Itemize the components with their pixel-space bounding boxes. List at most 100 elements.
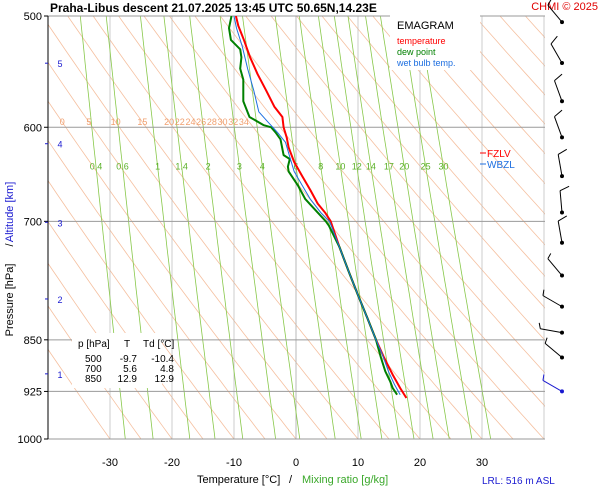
pressure-tick-label: 1000 xyxy=(18,434,42,446)
adiabat-label: 24 xyxy=(185,117,195,127)
wind-barb xyxy=(559,185,570,215)
legend-wet-bulb: wet bulb temp. xyxy=(396,58,456,68)
adiabat-label: 15 xyxy=(137,117,147,127)
y-axis-label-pressure: Pressure [hPa] xyxy=(4,264,16,337)
wind-barb-feather xyxy=(542,374,545,381)
wind-barb-staff xyxy=(547,4,563,23)
temperature-tick-label: 20 xyxy=(414,457,426,469)
pressure-tick-label: 850 xyxy=(24,335,42,347)
wind-barb-staff xyxy=(540,328,563,334)
legend-dew-point: dew point xyxy=(397,47,436,57)
wind-barb xyxy=(554,109,564,140)
copyright: CHMI © 2025 xyxy=(531,1,598,13)
wind-barb-feather xyxy=(542,289,545,296)
mixing-ratio-line xyxy=(333,16,400,439)
wind-barb-staff xyxy=(550,43,563,64)
legend: EMAGRAM temperature dew point wet bulb t… xyxy=(390,15,480,70)
pressure-tick-label: 600 xyxy=(24,122,42,134)
temperature-tick-label: -20 xyxy=(164,457,180,469)
wind-barb xyxy=(554,73,564,104)
mixing-ratio-lines xyxy=(79,16,492,439)
mixing-ratio-line xyxy=(163,16,216,439)
adiabat-label: 30 xyxy=(218,117,228,127)
adiabat-label: 0 xyxy=(60,117,65,127)
wind-barb xyxy=(557,215,568,245)
dry-adiabat xyxy=(296,16,545,309)
table-cell: 700 xyxy=(85,364,102,375)
wind-barb xyxy=(538,322,564,335)
temperature-tick-label: -10 xyxy=(226,457,242,469)
dry-adiabat xyxy=(397,16,545,185)
values-table: p [hPa] T Td [°C] 500 -9.7 -10.4 700 5.6… xyxy=(72,333,174,388)
wind-barb xyxy=(547,253,564,278)
table-header-td: Td [°C] xyxy=(143,339,174,350)
mixing-ratio-line xyxy=(400,16,473,439)
wind-barbs xyxy=(538,0,570,394)
legend-title: EMAGRAM xyxy=(397,20,454,32)
dry-adiabat xyxy=(448,16,545,125)
mixing-ratio-label: 0.6 xyxy=(116,162,129,172)
dry-adiabat xyxy=(169,16,514,439)
mixing-ratio-label: 25 xyxy=(421,162,431,172)
mixing-ratio-line xyxy=(298,16,362,439)
table-cell: 12.9 xyxy=(118,374,138,385)
wind-barb-staff xyxy=(557,154,563,177)
dry-adiabat xyxy=(194,16,545,439)
wind-barb-staff xyxy=(559,190,563,213)
wind-barb-feather xyxy=(554,109,563,118)
mixing-ratio-line xyxy=(318,16,383,439)
dry-adiabat xyxy=(92,16,421,439)
wind-barb-staff xyxy=(557,220,563,243)
wind-barb-feather xyxy=(544,337,548,344)
wind-barb-feather xyxy=(554,73,563,81)
mixing-ratio-label: 4 xyxy=(260,162,265,172)
adiabat-label: 10 xyxy=(111,117,121,127)
mixing-ratio-label: 0.4 xyxy=(90,162,103,172)
temperature-tick-label: 30 xyxy=(476,457,488,469)
wind-barb xyxy=(557,148,568,179)
wind-barb xyxy=(542,289,564,309)
mixing-ratio-line xyxy=(219,16,276,439)
mixing-ratio-label: 8 xyxy=(318,162,323,172)
dry-adiabat xyxy=(219,16,545,407)
table-header-p: p [hPa] xyxy=(78,339,110,350)
level-legend: FZLV WBZL xyxy=(480,149,515,171)
wind-barb-feather xyxy=(557,148,568,155)
dry-adiabats xyxy=(48,16,545,439)
mixing-ratio-label: 10 xyxy=(335,162,345,172)
adiabat-label: 28 xyxy=(207,117,217,127)
pressure-tick-label: 925 xyxy=(24,386,42,398)
temperature-tick-label: -30 xyxy=(102,457,118,469)
pressure-tick-labels: 500 600 700 850 925 1000 xyxy=(18,11,42,446)
adiabat-label: 22 xyxy=(175,117,185,127)
dry-adiabat xyxy=(48,220,204,439)
adiabat-labels: 0 5 10 15 20 22 24 26 28 30 32 34 xyxy=(60,117,249,127)
x-axis-label-separator: / xyxy=(289,474,293,486)
adiabat-label: 5 xyxy=(86,117,91,127)
dry-adiabat xyxy=(270,16,545,341)
wind-barb-feather xyxy=(538,322,541,329)
mixing-ratio-label: 20 xyxy=(399,162,409,172)
altitude-tick-labels: 1 2 3 4 5 xyxy=(45,59,63,380)
table-cell: 500 xyxy=(85,354,102,365)
table-cell: 4.8 xyxy=(160,364,174,375)
profile-series xyxy=(228,16,408,399)
wind-barb-feather xyxy=(547,253,552,259)
dry-adiabat xyxy=(48,61,328,439)
mixing-ratio-label: 3 xyxy=(237,162,242,172)
mixing-ratio-line xyxy=(274,16,336,439)
y-axis-label-separator: / xyxy=(4,243,16,247)
adiabat-label: 20 xyxy=(164,117,174,127)
adiabat-label: 26 xyxy=(196,117,206,127)
adiabat-label: 32 xyxy=(228,117,238,127)
altitude-tick-label: 2 xyxy=(57,295,62,305)
temperature-tick-label: 10 xyxy=(352,457,364,469)
altitude-tick-label: 5 xyxy=(57,59,62,69)
adiabat-label: 34 xyxy=(239,117,249,127)
mixing-ratio-label: 1 xyxy=(155,162,160,172)
dry-adiabat xyxy=(423,16,545,155)
altitude-tick-label: 4 xyxy=(57,140,62,150)
mixing-ratio-label: 17 xyxy=(384,162,394,172)
dry-adiabat xyxy=(48,179,235,439)
